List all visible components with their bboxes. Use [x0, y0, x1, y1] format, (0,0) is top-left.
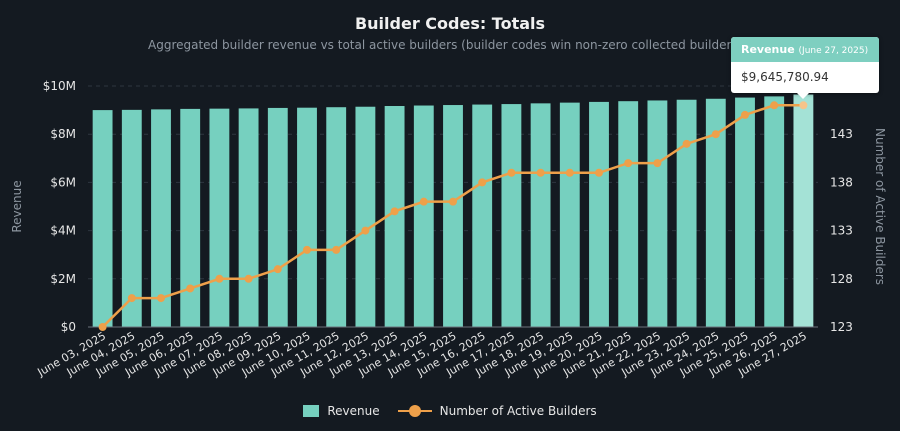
- y-tick-label: $8M: [50, 127, 76, 141]
- revenue-bar: [530, 103, 551, 328]
- revenue-bar: [764, 96, 785, 327]
- revenue-bar: [209, 108, 230, 328]
- builders-point: [536, 168, 545, 177]
- revenue-bar: [355, 106, 376, 327]
- legend-label: Number of Active Builders: [439, 404, 597, 418]
- builders-point: [98, 323, 107, 331]
- builders-point: [273, 265, 282, 274]
- legend-item-revenue[interactable]: Revenue: [303, 404, 380, 418]
- builders-point: [711, 130, 720, 139]
- y-tick-label: $0: [61, 320, 76, 334]
- revenue-bar: [151, 109, 171, 327]
- y2-tick-label: 133: [830, 224, 853, 238]
- y-tick-label: $2M: [50, 272, 76, 286]
- builders-point: [770, 101, 779, 110]
- revenue-bar: [676, 99, 697, 327]
- y2-tick-label: 143: [830, 127, 853, 141]
- revenue-bar: [267, 107, 288, 327]
- y-tick-label: $4M: [50, 224, 76, 238]
- builders-point: [157, 294, 165, 303]
- y-tick-label: $6M: [50, 175, 76, 189]
- builders-point: [624, 159, 633, 168]
- builders-point: [741, 110, 749, 119]
- builders-point: [127, 294, 136, 303]
- tooltip: Revenue (June 27, 2025) $9,645,780.94: [731, 37, 879, 99]
- chart-subtitle: Aggregated builder revenue vs total acti…: [148, 38, 747, 52]
- chart-title: Builder Codes: Totals: [354, 14, 546, 33]
- revenue-bar: [384, 106, 405, 328]
- y2-axis-title: Number of Active Builders: [873, 128, 887, 285]
- tooltip-date: (June 27, 2025): [798, 46, 869, 56]
- revenue-bar: [735, 97, 755, 328]
- revenue-bar: [326, 107, 347, 327]
- legend-label: Revenue: [327, 404, 380, 418]
- revenue-bar: [443, 105, 463, 327]
- revenue-bar: [238, 108, 259, 328]
- y2-tick-label: 128: [830, 272, 853, 286]
- builders-point: [244, 274, 253, 283]
- builders-point: [390, 207, 399, 216]
- builders-point: [565, 168, 574, 177]
- tooltip-series: Revenue: [741, 43, 795, 56]
- legend-item-builders[interactable]: Number of Active Builders: [397, 404, 597, 418]
- revenue-bar: [705, 98, 726, 327]
- legend: Revenue Number of Active Builders: [0, 404, 900, 418]
- builders-point: [332, 245, 341, 254]
- revenue-bar: [297, 107, 317, 327]
- builders-point: [478, 178, 487, 187]
- revenue-bar: [180, 108, 201, 328]
- tooltip-value: $9,645,780.94: [741, 70, 829, 84]
- revenue-bar: [647, 100, 668, 328]
- builders-point: [653, 159, 662, 168]
- builders-point: [799, 101, 808, 110]
- revenue-bar: [618, 101, 639, 327]
- revenue-bar: [793, 94, 814, 327]
- revenue-bar: [589, 101, 609, 327]
- builders-point: [186, 284, 195, 293]
- y-axis-title: Revenue: [10, 180, 24, 232]
- line-swatch-icon: [397, 405, 432, 417]
- revenue-bar: [472, 104, 493, 327]
- builders-point: [215, 274, 224, 283]
- revenue-bar: [501, 104, 522, 327]
- y2-tick-label: 138: [830, 175, 853, 189]
- y2-tick-label: 123: [830, 320, 853, 334]
- builders-point: [682, 139, 691, 148]
- y-tick-label: $10M: [43, 79, 76, 93]
- revenue-bar: [121, 109, 142, 327]
- builders-point: [449, 197, 457, 206]
- builders-point: [595, 168, 603, 177]
- revenue-bar: [559, 102, 580, 327]
- revenue-bar: [92, 110, 113, 327]
- builders-point: [507, 168, 516, 177]
- builders-point: [419, 197, 428, 206]
- revenue-bar: [413, 105, 434, 327]
- builders-point: [303, 245, 311, 254]
- builders-point: [361, 226, 370, 235]
- bar-swatch-icon: [303, 405, 320, 417]
